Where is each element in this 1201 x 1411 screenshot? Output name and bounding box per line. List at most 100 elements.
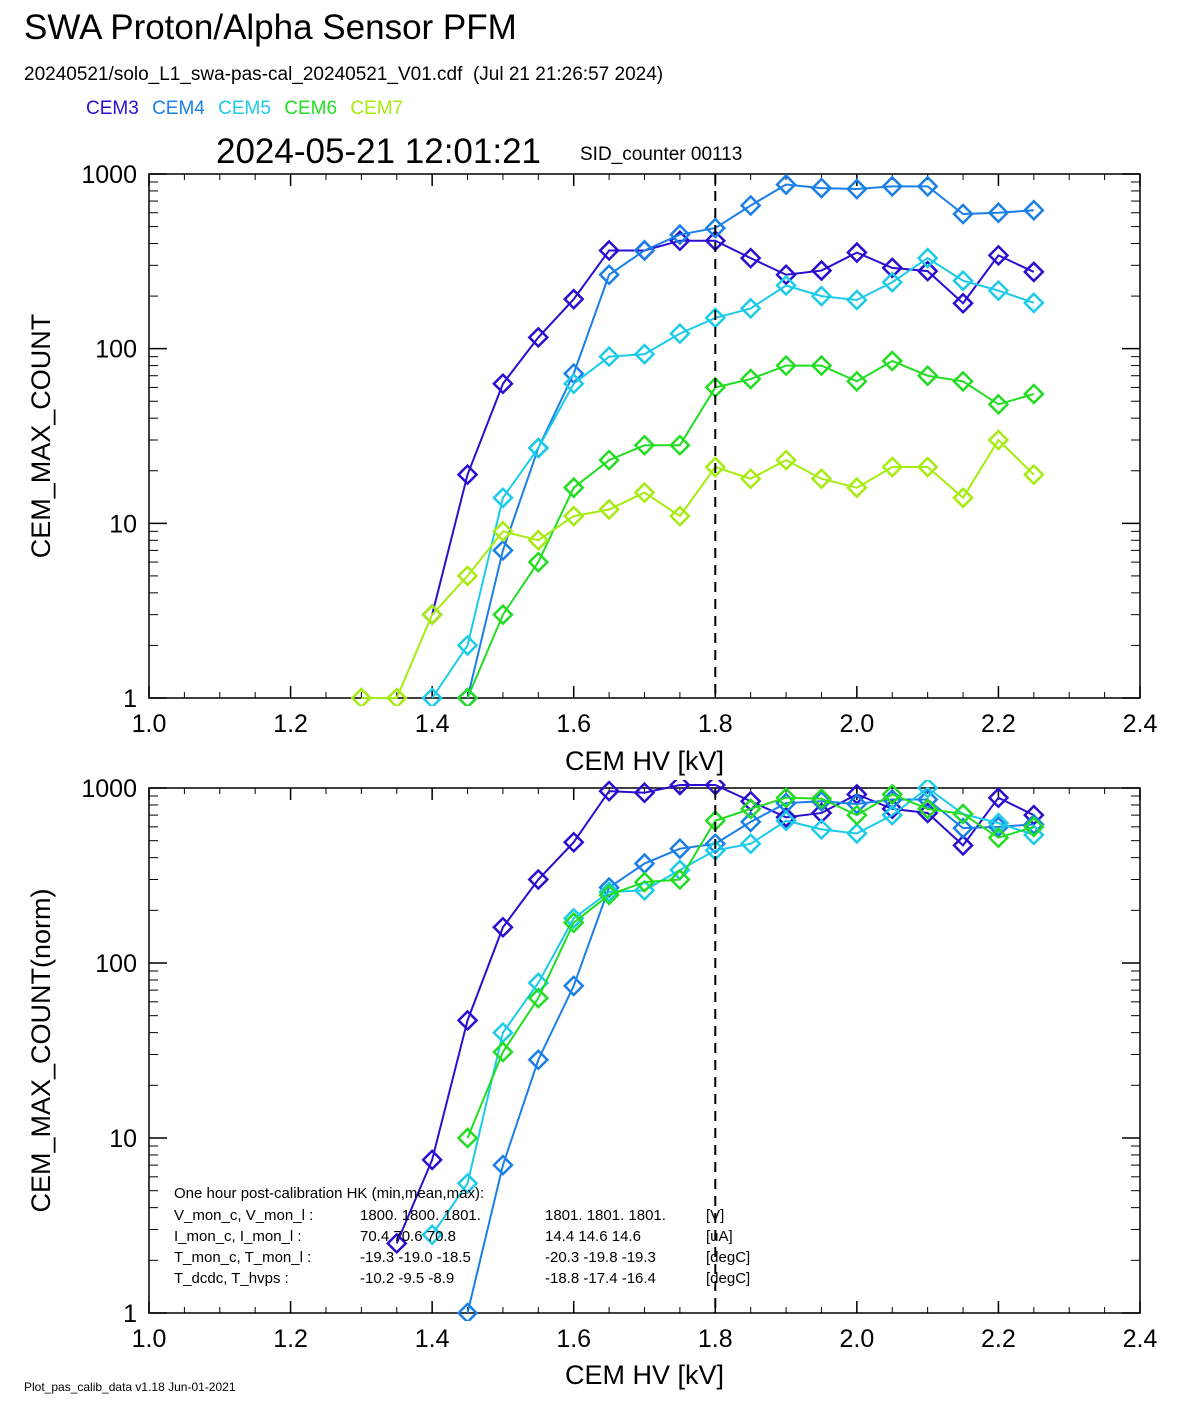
data-point-cem6 [1023, 383, 1045, 405]
x-tick-label: 2.4 [1123, 710, 1158, 738]
data-point-cem5 [775, 809, 797, 832]
hk-row-values-c: 1800. 1800. 1801. [360, 1207, 481, 1224]
data-point-cem6 [492, 1041, 514, 1063]
x-tick-label: 1.0 [132, 1325, 167, 1353]
x-tick-label: 2.0 [839, 1325, 874, 1353]
data-point-cem4 [562, 975, 585, 997]
data-point-cem4 [527, 1048, 550, 1071]
data-point-cem5 [704, 307, 727, 329]
data-point-cem5 [633, 343, 656, 365]
series-line-cem4 [466, 183, 1034, 699]
hk-row-values-l: -18.8 -17.4 -16.4 [545, 1270, 656, 1287]
data-point-cem4 [952, 817, 974, 839]
data-point-cem4 [1023, 199, 1045, 222]
data-point-cem7 [704, 456, 727, 478]
y-tick-label: 100 [95, 336, 137, 364]
data-point-cem7 [421, 603, 443, 626]
data-point-cem7 [598, 498, 620, 521]
data-point-cem6 [810, 787, 833, 810]
series-line-cem5 [431, 786, 1035, 1236]
data-point-cem7 [456, 565, 479, 587]
data-point-cem6 [775, 786, 797, 809]
data-point-cem4 [598, 263, 620, 286]
sid-counter: SID_counter 00113 [580, 144, 743, 165]
data-point-cem6 [987, 393, 1010, 416]
data-point-cem4 [704, 833, 727, 855]
data-point-cem6 [846, 370, 868, 393]
series-group [350, 173, 1045, 706]
y-tick-label: 1000 [81, 775, 137, 803]
data-point-cem3 [456, 1009, 479, 1032]
hk-row-values-l: 1801. 1801. 1801. [545, 1207, 666, 1224]
series-line-cem4 [466, 798, 1034, 1314]
data-point-cem7 [1023, 463, 1045, 486]
data-point-cem7 [562, 505, 585, 527]
data-point-cem5 [739, 297, 762, 320]
data-point-cem5 [810, 285, 833, 307]
data-point-cem5 [562, 907, 585, 930]
data-point-cem6 [739, 368, 762, 390]
data-point-cem4 [987, 201, 1010, 224]
main-title: SWA Proton/Alpha Sensor PFM [24, 8, 517, 47]
data-point-cem5 [881, 271, 904, 294]
data-point-cem4 [669, 837, 691, 860]
hk-row-values-l: -20.3 -19.8 -19.3 [545, 1249, 656, 1266]
data-point-cem3 [598, 780, 620, 802]
data-point-cem3 [527, 326, 550, 349]
hk-row-unit: [uA] [706, 1228, 733, 1245]
data-point-cem6 [916, 798, 939, 820]
data-point-cem5 [527, 437, 550, 459]
data-point-cem3 [739, 247, 762, 269]
data-point-cem3 [881, 257, 904, 279]
data-point-cem5 [633, 879, 656, 902]
data-point-cem3 [810, 259, 833, 282]
data-point-cem7 [916, 456, 939, 478]
data-point-cem3 [952, 834, 974, 857]
chart-panel-1: 1.0 1.2 1.4 1.6 1.8 2.0 2.2 2.4 1 10 100 1000 CEM HV… [26, 161, 1157, 776]
data-point-cem5 [952, 269, 974, 292]
x-tick-label: 1.4 [415, 710, 450, 738]
data-point-cem6 [881, 350, 904, 372]
data-point-cem6 [669, 868, 691, 891]
hk-title: One hour post-calibration HK (min,mean,m… [174, 1185, 484, 1202]
data-point-cem6 [456, 1127, 479, 1149]
data-point-cem3 [421, 1149, 443, 1171]
data-point-cem4 [633, 239, 656, 262]
footer-version: Plot_pas_calib_data v1.18 Jun-01-2021 [24, 1380, 236, 1394]
x-axis-label: CEM HV [kV] [565, 1360, 724, 1390]
hk-row-values-l: 14.4 14.6 14.6 [545, 1228, 641, 1245]
data-point-cem6 [527, 987, 550, 1009]
data-point-cem4 [810, 177, 833, 199]
data-point-cem5 [810, 818, 833, 841]
data-point-cem3 [492, 372, 514, 395]
hk-row-label: V_mon_c, V_mon_l : [174, 1207, 313, 1224]
y-tick-label: 10 [109, 510, 137, 538]
data-point-cem4 [775, 173, 797, 196]
data-point-cem6 [562, 911, 585, 934]
data-point-cem4 [739, 194, 762, 217]
x-axis-label: CEM HV [kV] [565, 746, 724, 776]
data-point-cem5 [846, 289, 868, 311]
data-point-cem4 [598, 876, 620, 899]
legend-cem3: CEM3 [86, 98, 139, 119]
data-point-cem5 [846, 822, 868, 845]
y-axis-label: CEM_MAX_COUNT(norm) [26, 888, 56, 1212]
data-point-cem4 [492, 539, 514, 562]
data-point-cem7 [492, 520, 514, 543]
legend-cem5: CEM5 [218, 98, 271, 119]
data-point-cem6 [633, 434, 656, 456]
hk-row-label: T_mon_c, T_mon_l : [174, 1249, 311, 1266]
data-point-cem5 [598, 345, 620, 368]
data-point-cem3 [952, 292, 974, 315]
data-point-cem6 [562, 476, 585, 499]
data-point-cem4 [916, 175, 939, 198]
data-point-cem7 [527, 529, 550, 552]
data-point-cem5 [421, 1223, 443, 1246]
x-tick-label: 1.4 [415, 1325, 450, 1353]
series-line-cem3 [395, 784, 1035, 1244]
series-line-cem7 [361, 438, 1035, 699]
data-point-cem3 [987, 786, 1010, 809]
x-tick-label: 1.8 [698, 710, 733, 738]
data-point-cem5 [775, 274, 797, 297]
